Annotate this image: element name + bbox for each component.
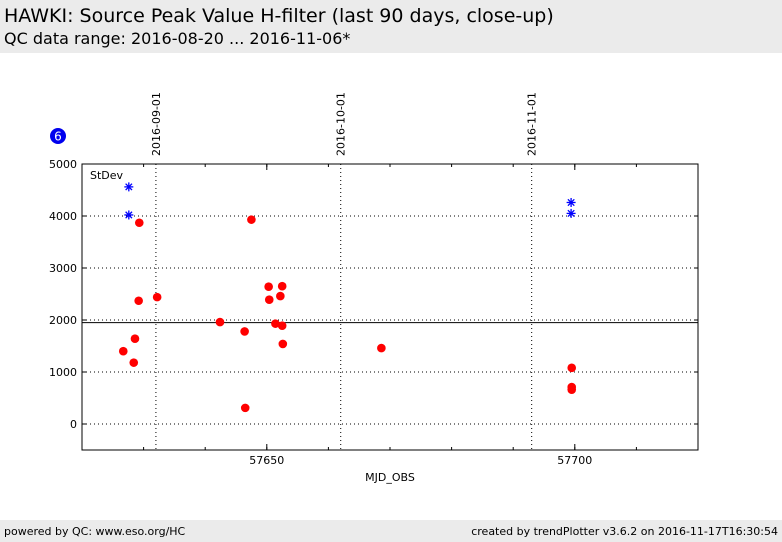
footer-timestamp: created by trendPlotter v3.6.2 on 2016-1… (471, 525, 778, 538)
y-tick-label: 3000 (49, 262, 77, 275)
value-point (567, 385, 577, 394)
value-point (277, 321, 287, 331)
x-tick-label: 57700 (557, 454, 592, 467)
y-tick-label: 2000 (49, 314, 77, 327)
value-point (240, 403, 250, 413)
stdev-point (566, 197, 576, 207)
value-point (276, 291, 285, 301)
stdev-point (566, 208, 576, 218)
value-point (152, 292, 162, 302)
date-marker-label: 2016-09-01 (150, 92, 163, 156)
value-point (567, 363, 577, 373)
y-tick-label: 5000 (49, 158, 77, 171)
y-tick-label: 0 (70, 418, 77, 431)
value-point (247, 215, 256, 224)
x-axis-label: MJD_OBS (365, 471, 415, 484)
value-point (377, 343, 386, 353)
header-bar (0, 0, 782, 53)
y-tick-label: 1000 (49, 366, 77, 379)
value-point (264, 295, 274, 305)
grid-layer (82, 163, 698, 450)
value-point (134, 296, 143, 306)
value-point (271, 319, 280, 328)
value-point (134, 218, 144, 228)
value-point (264, 282, 273, 292)
footer-credit: powered by QC: www.eso.org/HC (4, 525, 186, 538)
footer-bar (0, 520, 782, 542)
stdev-label: StDev (90, 169, 124, 182)
badge-number: 6 (54, 130, 62, 144)
plot-frame (81, 163, 699, 451)
value-point (130, 334, 140, 344)
value-point (278, 339, 288, 349)
value-point (129, 358, 139, 367)
ticks-layer: 0 1000 2000 3000 4000 5000 57650 57700 2016-09-0… (49, 92, 698, 467)
points-layer (118, 182, 577, 413)
stdev-point (124, 210, 134, 220)
badge-circle (50, 128, 66, 144)
date-marker-label: 2016-11-01 (526, 92, 539, 156)
y-tick-label: 4000 (49, 210, 77, 223)
x-tick-label: 57650 (249, 454, 284, 467)
value-point (118, 346, 128, 356)
value-point (240, 327, 249, 336)
value-point (277, 281, 287, 291)
date-marker-label: 2016-10-01 (335, 92, 348, 156)
page-title: HAWKI: Source Peak Value H-filter (last … (4, 5, 554, 27)
page-subtitle: QC data range: 2016-08-20 ... 2016-11-06… (4, 29, 351, 48)
stdev-point (124, 182, 134, 192)
value-point (215, 317, 225, 327)
